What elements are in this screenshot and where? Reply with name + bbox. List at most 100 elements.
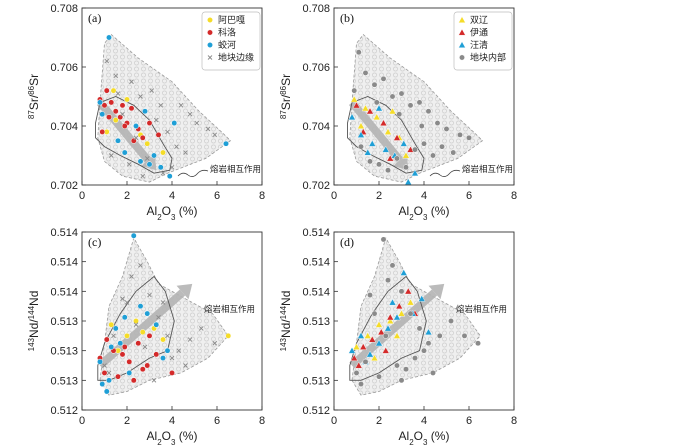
data-point bbox=[382, 145, 390, 153]
panel-label: (d) bbox=[340, 235, 354, 249]
y-tick-label: 0.514 bbox=[50, 257, 78, 269]
legend-marker bbox=[458, 16, 466, 23]
x-tick-label: 4 bbox=[169, 415, 175, 427]
annotation-pointer bbox=[429, 169, 461, 177]
data-point bbox=[404, 287, 412, 295]
data-point bbox=[430, 369, 436, 376]
data-point bbox=[133, 123, 139, 129]
data-point bbox=[385, 277, 391, 284]
data-point bbox=[160, 336, 166, 343]
data-point bbox=[359, 343, 367, 350]
data-point bbox=[106, 114, 112, 121]
data-point bbox=[137, 303, 144, 310]
x-axis-title: Al2O3 (%) bbox=[147, 429, 198, 447]
data-point bbox=[147, 292, 152, 298]
data-point bbox=[194, 120, 200, 126]
data-point bbox=[133, 318, 139, 324]
series-2 bbox=[97, 87, 162, 144]
x-axis-title: Al2O3 (%) bbox=[399, 429, 450, 447]
data-point bbox=[384, 128, 392, 135]
y-tick-label: 0.706 bbox=[302, 62, 330, 74]
x-tick-label: 4 bbox=[421, 190, 427, 202]
data-point bbox=[352, 101, 361, 109]
legend-label: 地块内部 bbox=[470, 52, 506, 64]
data-point bbox=[153, 351, 160, 358]
chart-panel-3: 0 2 4 6 8 0.512 0.513 0.513 0.513 0.514 0.514 0.514… bbox=[27, 227, 266, 447]
y-tick-label: 0.704 bbox=[302, 121, 330, 133]
data-point bbox=[407, 102, 414, 109]
data-point bbox=[124, 300, 130, 305]
data-point bbox=[389, 93, 396, 100]
data-point bbox=[165, 129, 170, 135]
data-point bbox=[119, 351, 126, 358]
x-tick-label: 6 bbox=[214, 190, 220, 202]
data-point bbox=[355, 361, 363, 369]
data-point bbox=[144, 310, 151, 317]
data-point bbox=[375, 320, 383, 328]
data-point bbox=[371, 81, 378, 88]
x-axis-title: Al2O3 (%) bbox=[399, 204, 450, 222]
data-point bbox=[139, 329, 146, 336]
data-point bbox=[358, 143, 364, 150]
data-point bbox=[389, 262, 396, 269]
data-point bbox=[171, 120, 178, 127]
x-tick-label: 2 bbox=[124, 415, 130, 427]
mantle-region bbox=[351, 236, 481, 396]
data-point bbox=[366, 107, 374, 115]
data-point bbox=[187, 337, 193, 342]
data-point bbox=[108, 99, 115, 106]
data-point bbox=[111, 333, 116, 339]
data-point bbox=[351, 87, 358, 94]
data-point bbox=[416, 325, 423, 332]
data-point bbox=[142, 344, 148, 350]
data-point bbox=[157, 164, 164, 171]
data-point bbox=[144, 362, 151, 369]
data-point bbox=[396, 111, 403, 118]
y-tick-label: 0.514 bbox=[50, 286, 78, 298]
data-point bbox=[348, 113, 356, 121]
y-tick-label: 0.702 bbox=[302, 180, 330, 192]
data-point bbox=[403, 164, 409, 171]
data-point bbox=[169, 355, 175, 361]
y-tick-label: 0.708 bbox=[302, 3, 330, 15]
data-point bbox=[225, 332, 232, 339]
data-point bbox=[126, 162, 132, 167]
data-point bbox=[394, 155, 400, 162]
legend-box bbox=[201, 11, 261, 71]
legend-marker bbox=[207, 42, 213, 48]
data-point bbox=[146, 332, 153, 339]
data-point bbox=[153, 117, 159, 123]
data-point bbox=[112, 325, 119, 332]
data-point bbox=[357, 131, 365, 138]
x-tick-label: 0 bbox=[331, 415, 337, 427]
data-point bbox=[368, 139, 376, 147]
data-point bbox=[151, 152, 157, 159]
data-point bbox=[99, 111, 106, 118]
y-tick-label: 0.704 bbox=[50, 121, 78, 133]
data-point bbox=[174, 144, 179, 149]
data-point bbox=[101, 369, 108, 376]
x-tick-label: 0 bbox=[79, 415, 85, 427]
legend-marker bbox=[207, 17, 213, 23]
data-point bbox=[411, 169, 419, 177]
legend-marker bbox=[458, 41, 466, 48]
annotation-label: 熔岩相互作用 bbox=[204, 304, 255, 315]
data-point bbox=[205, 126, 211, 132]
data-point bbox=[366, 350, 374, 358]
data-point bbox=[138, 94, 143, 99]
data-point bbox=[124, 332, 130, 339]
data-point bbox=[223, 140, 229, 147]
data-point bbox=[393, 313, 401, 321]
y-axis-title: 87Sr/86Sr bbox=[27, 74, 42, 119]
chart-panel-2: 0 2 4 6 8 0.702 0.704 0.706 0.708 Al2O3 (%) 87Sr/8… bbox=[279, 3, 518, 222]
data-point bbox=[375, 339, 383, 347]
data-point bbox=[106, 370, 112, 376]
legend-marker bbox=[207, 29, 213, 36]
data-point bbox=[104, 58, 110, 64]
data-point bbox=[165, 333, 170, 339]
legend-label: 阿巴嘎 bbox=[218, 15, 245, 26]
data-point bbox=[133, 322, 139, 328]
data-point bbox=[368, 335, 376, 343]
x-tick-label: 0 bbox=[331, 190, 337, 202]
data-point bbox=[130, 232, 137, 239]
